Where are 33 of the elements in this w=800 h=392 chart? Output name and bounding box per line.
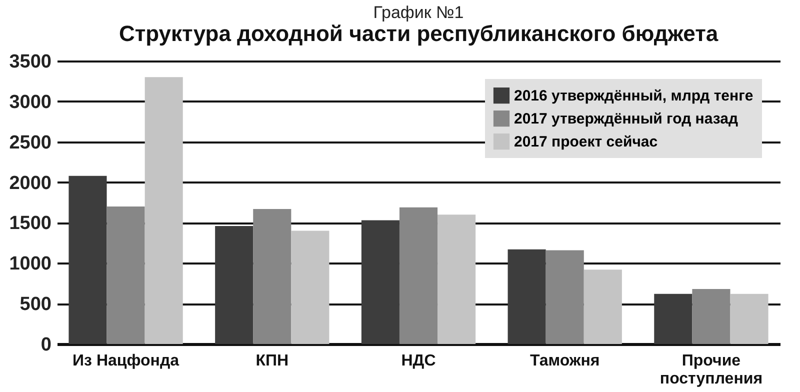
y-tick-label: 3000 (9, 92, 52, 113)
bar (68, 176, 107, 344)
bar (654, 294, 692, 344)
x-tick-label: НДС (401, 352, 436, 370)
chart-subtitle: Структура доходной части республиканского бюджета (118, 21, 719, 46)
bar (106, 206, 145, 344)
x-tick-label: Из Нацфонда (72, 352, 180, 370)
x-tick-label: Прочие поступления (660, 352, 763, 388)
y-tick-label: 2000 (9, 172, 52, 194)
y-tick-label: 1500 (9, 213, 52, 234)
bar (438, 214, 476, 344)
bar (584, 270, 622, 344)
bar (253, 208, 292, 344)
x-tick-label: КПН (256, 352, 289, 370)
chart-title: График №1 (373, 3, 464, 22)
bar (730, 294, 768, 344)
bar (144, 77, 183, 344)
bar (291, 230, 330, 344)
y-tick-label: 3500 (9, 52, 52, 72)
x-tick-label: Таможня (530, 352, 600, 370)
bar (361, 220, 400, 344)
legend-label: 2016 утверждённый, млрд тенге (514, 88, 754, 104)
bar (215, 226, 254, 344)
bar (692, 289, 730, 344)
bar (508, 249, 546, 344)
legend-label: 2017 проект сейчас (514, 134, 658, 150)
bar (546, 250, 584, 344)
legend-label: 2017 утверждённый год назад (514, 110, 738, 128)
y-tick-label: 500 (20, 294, 52, 316)
bar (399, 207, 438, 344)
y-tick-label: 1000 (9, 254, 52, 275)
y-tick-label: 2500 (9, 132, 52, 154)
y-tick-label: 0 (40, 334, 52, 356)
